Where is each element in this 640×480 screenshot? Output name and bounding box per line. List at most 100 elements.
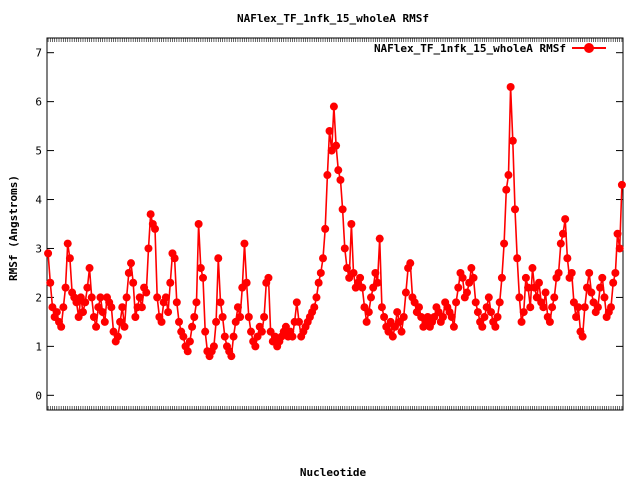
data-point bbox=[122, 293, 131, 302]
data-point bbox=[567, 268, 576, 277]
data-point bbox=[393, 308, 402, 317]
data-point bbox=[397, 327, 406, 336]
data-point bbox=[314, 278, 323, 287]
data-point bbox=[587, 288, 596, 297]
data-point bbox=[120, 322, 129, 331]
data-point bbox=[44, 249, 53, 258]
data-point bbox=[596, 283, 605, 292]
data-point bbox=[310, 303, 319, 312]
data-point bbox=[129, 278, 138, 287]
data-point bbox=[471, 298, 480, 307]
data-point bbox=[153, 293, 162, 302]
data-point bbox=[349, 268, 358, 277]
data-point bbox=[613, 229, 622, 238]
data-point bbox=[65, 254, 74, 263]
data-point bbox=[188, 322, 197, 331]
data-point bbox=[502, 185, 511, 194]
data-point bbox=[508, 136, 517, 145]
data-point bbox=[554, 268, 563, 277]
data-point bbox=[247, 327, 255, 336]
data-point bbox=[240, 239, 249, 248]
data-point bbox=[362, 317, 371, 326]
data-point bbox=[175, 317, 183, 326]
y-axis-label: RMSf (Angstroms) bbox=[7, 175, 20, 281]
data-point bbox=[406, 259, 415, 268]
data-point bbox=[559, 229, 567, 238]
data-point bbox=[545, 317, 554, 326]
data-point bbox=[63, 239, 72, 248]
data-point bbox=[323, 171, 332, 180]
data-point bbox=[373, 278, 382, 287]
y-tick-label: 2 bbox=[35, 291, 42, 304]
data-point bbox=[260, 313, 269, 321]
data-point bbox=[609, 278, 618, 287]
data-point bbox=[343, 264, 351, 273]
y-tick-label: 0 bbox=[35, 389, 42, 402]
data-point bbox=[493, 313, 502, 321]
data-point bbox=[504, 171, 513, 180]
data-point bbox=[356, 273, 365, 282]
data-point bbox=[415, 303, 423, 312]
chart-title: NAFlex_TF_1nfk_15_wholeA RMSf bbox=[237, 12, 429, 25]
data-point bbox=[183, 347, 192, 356]
data-point bbox=[113, 332, 122, 341]
data-point bbox=[96, 293, 105, 302]
data-point bbox=[367, 293, 375, 302]
data-point bbox=[137, 303, 146, 312]
data-point bbox=[46, 278, 55, 287]
data-point bbox=[556, 239, 565, 248]
data-point bbox=[572, 313, 581, 321]
data-point bbox=[561, 215, 570, 224]
data-point bbox=[61, 283, 70, 292]
data-point bbox=[495, 298, 504, 307]
data-point bbox=[172, 298, 181, 307]
data-point bbox=[264, 273, 273, 282]
data-point bbox=[550, 293, 559, 302]
data-point bbox=[161, 293, 170, 302]
data-point bbox=[214, 254, 223, 263]
data-point bbox=[500, 239, 509, 248]
data-point bbox=[257, 327, 266, 336]
data-point bbox=[164, 308, 173, 317]
data-point bbox=[92, 322, 101, 331]
data-point bbox=[574, 303, 583, 312]
data-point bbox=[57, 322, 66, 331]
data-point bbox=[334, 166, 343, 175]
data-point bbox=[107, 303, 116, 312]
data-point bbox=[216, 298, 225, 307]
data-point bbox=[458, 273, 467, 282]
data-point bbox=[487, 308, 495, 317]
data-point bbox=[480, 313, 489, 321]
data-point bbox=[506, 82, 515, 91]
data-point bbox=[593, 303, 602, 312]
data-point bbox=[336, 175, 345, 184]
data-point bbox=[491, 322, 500, 331]
data-point bbox=[233, 303, 242, 312]
data-point bbox=[598, 273, 607, 282]
y-tick-label: 4 bbox=[35, 194, 42, 207]
data-point bbox=[209, 342, 218, 351]
plot-frame bbox=[46, 37, 624, 411]
data-point bbox=[513, 254, 522, 263]
data-point bbox=[190, 313, 199, 321]
data-point bbox=[229, 332, 238, 341]
x-axis bbox=[47, 38, 623, 410]
data-point bbox=[292, 298, 301, 307]
data-point bbox=[578, 332, 587, 341]
data-point bbox=[199, 273, 207, 282]
data-point bbox=[79, 308, 87, 317]
data-point bbox=[539, 303, 548, 312]
legend: NAFlex_TF_1nfk_15_wholeA RMSf bbox=[374, 42, 606, 55]
data-point bbox=[371, 268, 380, 277]
data-point bbox=[517, 317, 526, 326]
data-point bbox=[142, 288, 151, 297]
y-tick-label: 3 bbox=[35, 242, 42, 255]
data-point bbox=[358, 283, 367, 292]
data-point bbox=[332, 141, 341, 150]
data-point bbox=[236, 313, 245, 321]
data-point bbox=[541, 288, 550, 297]
data-point bbox=[611, 268, 620, 277]
data-point bbox=[478, 322, 487, 331]
data-point bbox=[447, 313, 456, 321]
